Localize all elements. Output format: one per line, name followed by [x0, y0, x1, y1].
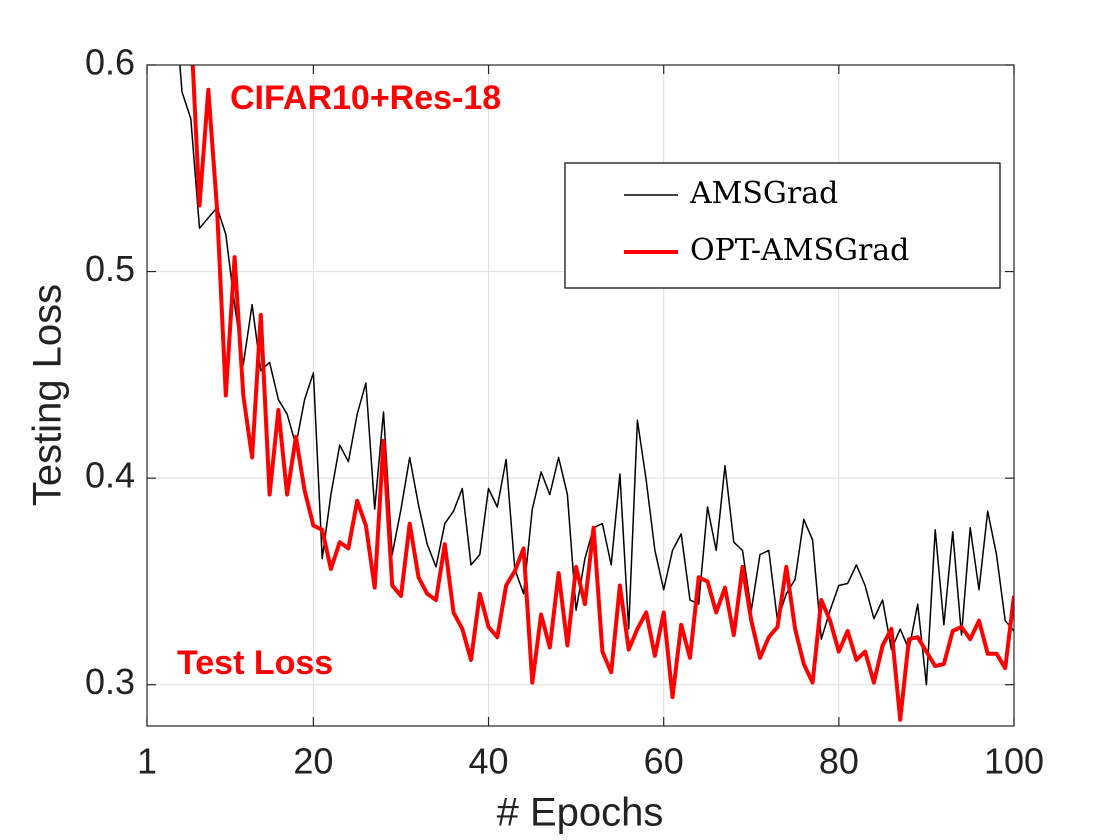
y-tick-label: 0.5: [85, 248, 135, 289]
series-group: [179, 65, 1014, 722]
x-tick-label: 60: [644, 741, 684, 782]
y-tick-label: 0.6: [85, 42, 135, 83]
plot-frame: [146, 64, 1015, 727]
legend-box: [564, 162, 1001, 289]
legend: AMSGrad OPT-AMSGrad: [564, 162, 1001, 289]
annotation: Test Loss: [177, 644, 333, 682]
x-axis-label: # Epochs: [497, 791, 664, 835]
y-tick-label: 0.4: [85, 455, 135, 496]
x-tick-label: 1: [137, 741, 157, 782]
annotation: CIFAR10+Res-18: [230, 79, 501, 117]
x-tick-label: 20: [293, 741, 333, 782]
y-tick-label: 0.3: [85, 661, 135, 702]
series-line: [182, 65, 1014, 722]
y-axis-label: Testing Loss: [26, 284, 70, 506]
x-tick-label: 80: [819, 741, 859, 782]
legend-label: OPT-AMSGrad: [690, 233, 909, 268]
x-tick-label: 40: [469, 741, 509, 782]
x-tick-label: 100: [984, 741, 1044, 782]
legend-label: AMSGrad: [689, 176, 838, 211]
